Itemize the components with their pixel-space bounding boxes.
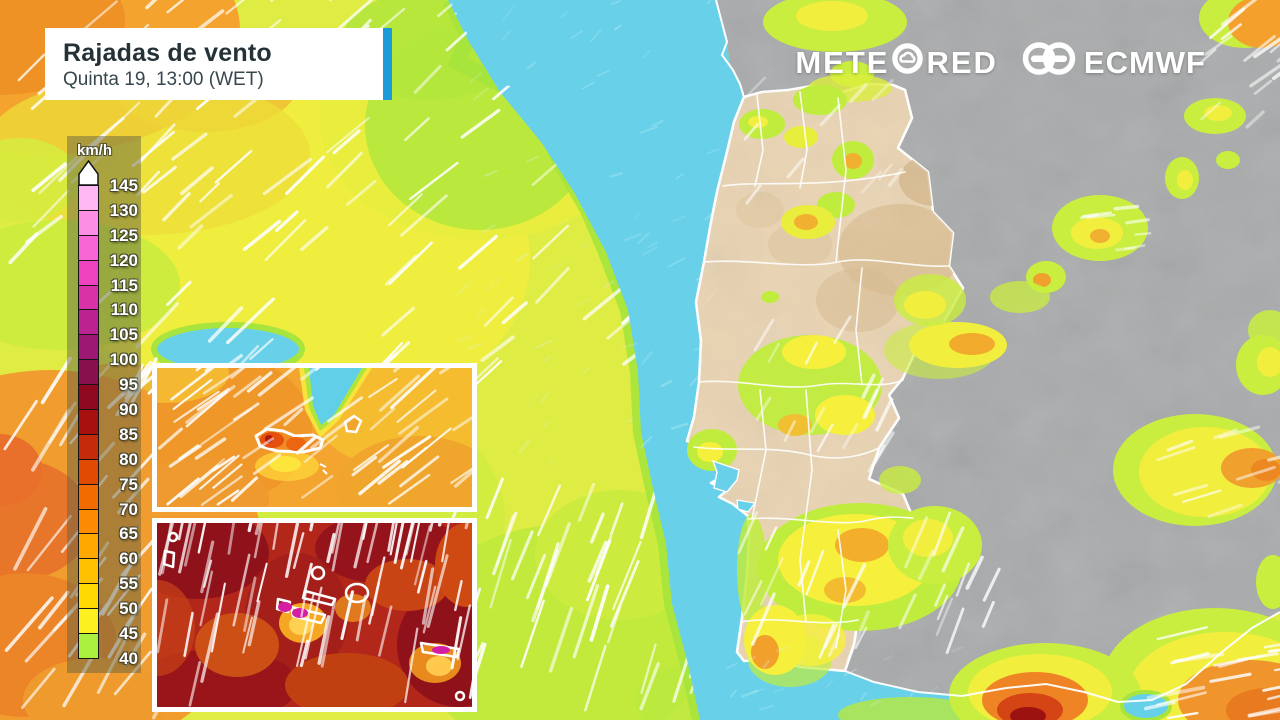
meteored-logo: METE RED	[795, 42, 998, 83]
legend-color-bar	[78, 185, 99, 659]
legend-cell	[78, 558, 99, 585]
calm-sea-band	[151, 0, 982, 720]
legend-cell	[78, 433, 99, 460]
wind-speed-legend: km/h 145 130 125 120 115 110 105 100 95 …	[67, 136, 141, 673]
legend-cell	[78, 185, 99, 211]
legend-cell	[78, 533, 99, 560]
legend-tick: 120	[109, 251, 138, 270]
portugal-wind-patches	[687, 74, 1007, 687]
azores-inset-map	[157, 523, 472, 707]
legend-tick: 85	[119, 425, 138, 444]
legend-tick: 105	[109, 325, 138, 344]
legend-tick: 130	[109, 201, 138, 220]
legend-tick: 80	[119, 450, 138, 469]
legend-tick: 65	[119, 524, 138, 543]
legend-tick: 40	[119, 649, 138, 668]
legend-tick: 110	[110, 300, 138, 319]
legend-tick: 55	[119, 574, 138, 593]
estuaries	[711, 459, 757, 513]
legend-tick: 70	[119, 500, 138, 519]
legend-cell	[78, 284, 99, 311]
accent-bar	[383, 28, 392, 100]
page-title: Rajadas de vento	[63, 38, 272, 67]
meteored-text-left: METE	[795, 44, 890, 80]
ecmwf-text: ECMWF	[1083, 44, 1206, 80]
legend-tick: 50	[119, 599, 138, 618]
legend-cell	[78, 608, 99, 635]
legend-tick: 115	[110, 276, 138, 295]
legend-cell	[78, 334, 99, 361]
spain-wind-patches	[763, 0, 1280, 720]
legend-cell	[78, 384, 99, 411]
legend-tick: 75	[119, 475, 138, 494]
meteored-text-right: RED	[926, 44, 998, 80]
branding: METE RED ECMWF	[795, 40, 1206, 85]
legend-arrow-icon	[78, 160, 99, 186]
legend-cell	[78, 234, 99, 261]
legend-cell	[78, 259, 99, 286]
legend-cell	[78, 359, 99, 386]
legend-cell	[78, 483, 99, 510]
ecmwf-icon	[1022, 40, 1078, 85]
legend-tick: 100	[109, 350, 138, 369]
legend-cell	[78, 508, 99, 535]
district-borders	[693, 91, 950, 649]
legend-tick: 125	[109, 226, 138, 245]
legend-tick: 45	[119, 624, 138, 643]
legend-cell	[78, 309, 99, 336]
legend-unit: km/h	[77, 142, 113, 159]
land-wind-streaks	[456, 0, 1280, 720]
madeira-inset-map	[157, 368, 472, 507]
legend-tick: 90	[119, 400, 138, 419]
legend-tick: 60	[119, 549, 138, 568]
legend-cell	[78, 458, 99, 485]
madeira-inset	[152, 363, 477, 512]
legend-cell	[78, 633, 99, 659]
legend-tick: 145	[109, 176, 138, 195]
title-box: Rajadas de vento Quinta 19, 13:00 (WET)	[45, 28, 392, 100]
azores-inset	[152, 518, 477, 712]
meteored-o-icon	[891, 42, 924, 83]
legend-cell	[78, 583, 99, 610]
legend-cell	[78, 409, 99, 435]
ecmwf-logo: ECMWF	[1022, 40, 1206, 85]
forecast-datetime: Quinta 19, 13:00 (WET)	[63, 68, 264, 90]
legend-tick: 95	[119, 375, 138, 394]
legend-cell	[78, 209, 99, 236]
